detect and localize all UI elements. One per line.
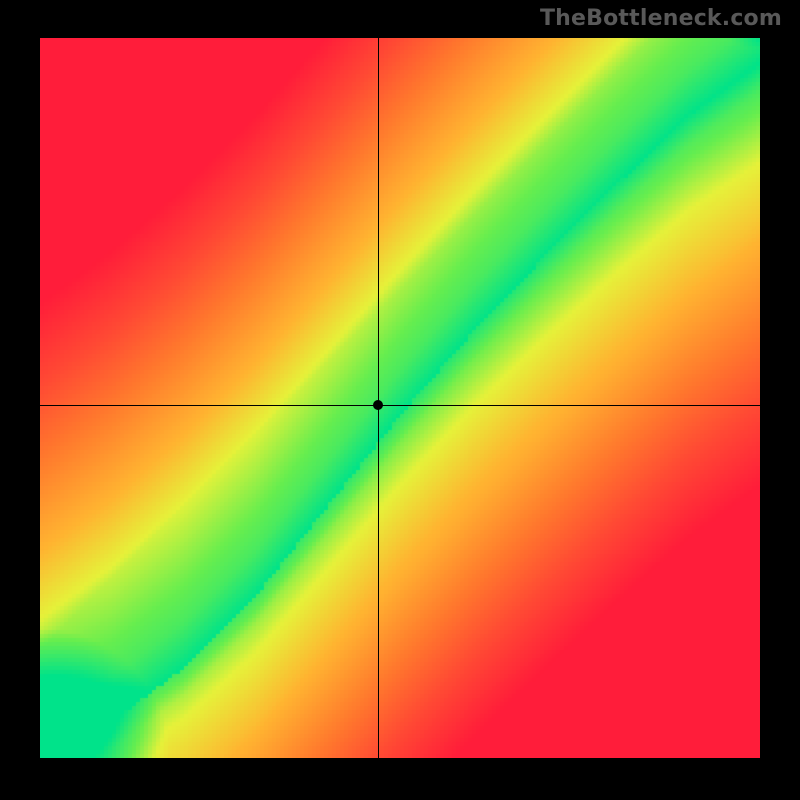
heatmap-canvas: [40, 38, 760, 758]
watermark-text: TheBottleneck.com: [540, 6, 782, 31]
plot-area: [40, 38, 760, 758]
figure-container: TheBottleneck.com: [0, 0, 800, 800]
